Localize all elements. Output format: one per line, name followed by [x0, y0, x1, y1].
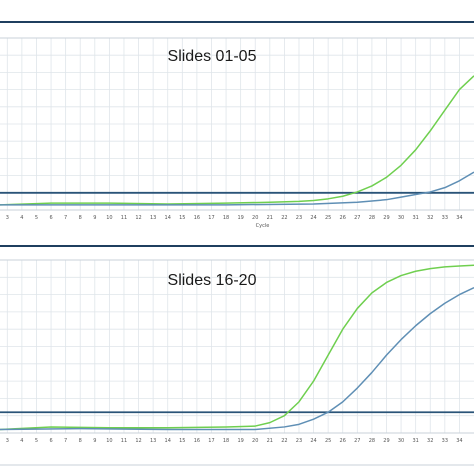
x-tick-label: 24	[310, 215, 316, 221]
x-tick-label: 26	[340, 215, 346, 221]
x-tick-label: 18	[223, 438, 229, 444]
x-tick-label: 4	[20, 438, 23, 444]
x-tick-label: 28	[369, 215, 375, 221]
x-tick-label: 26	[340, 438, 346, 444]
x-tick-label: 9	[93, 438, 96, 444]
x-axis-label: Cycle	[256, 223, 270, 229]
chart-title-top: Slides 01-05	[168, 48, 257, 65]
x-tick-label: 3	[6, 215, 9, 221]
x-tick-label: 14	[165, 438, 171, 444]
series-line-blue	[0, 287, 474, 431]
x-tick-label: 23	[296, 215, 302, 221]
x-tick-label: 29	[383, 438, 389, 444]
x-tick-label: 34	[456, 215, 462, 221]
x-tick-label: 6	[49, 438, 52, 444]
x-tick-label: 33	[442, 215, 448, 221]
x-tick-label: 21	[267, 438, 273, 444]
series-line-green	[0, 264, 474, 431]
x-tick-label: 31	[412, 438, 418, 444]
x-tick-label: 30	[398, 438, 404, 444]
x-tick-label: 8	[79, 438, 82, 444]
x-tick-label: 9	[93, 215, 96, 221]
x-tick-label: 29	[383, 215, 389, 221]
x-tick-label: 13	[150, 438, 156, 444]
amplification-plot-bottom: 3 4 5 6 7 8 9 10 11 12 13 14 15 16 17 18 19 20 21 22 23 24 25 2…	[0, 245, 474, 444]
x-tick-label: 17	[208, 215, 214, 221]
x-tick-label: 19	[237, 438, 243, 444]
x-tick-label: 28	[369, 438, 375, 444]
x-tick-label: 13	[150, 215, 156, 221]
x-tick-label: 4	[20, 215, 23, 221]
x-tick-label: 6	[49, 215, 52, 221]
x-tick-label: 21	[267, 215, 273, 221]
x-tick-label: 5	[35, 215, 38, 221]
x-tick-label: 20	[252, 438, 258, 444]
x-tick-label: 25	[325, 438, 331, 444]
x-tick-label: 20	[252, 215, 258, 221]
x-tick-label: 23	[296, 438, 302, 444]
x-tick-label: 3	[6, 438, 9, 444]
x-tick-label: 19	[237, 215, 243, 221]
x-tick-label: 14	[165, 215, 171, 221]
x-tick-label: 33	[442, 438, 448, 444]
x-tick-label: 12	[135, 438, 141, 444]
x-tick-label: 24	[310, 438, 316, 444]
grid-group	[0, 38, 474, 211]
x-tick-label: 31	[412, 215, 418, 221]
chart-title-bottom: Slides 16-20	[168, 272, 257, 289]
amplification-plot-top: 3 4 5 6 7 8 9 10 11 12 13 14 15 16 17 18 19 20 21 22 23 24 25 2…	[0, 21, 474, 229]
x-tick-label: 17	[208, 438, 214, 444]
x-tick-label: 16	[194, 438, 200, 444]
x-tick-label: 34	[456, 438, 462, 444]
x-tick-label: 7	[64, 215, 67, 221]
x-tick-label: 10	[106, 438, 112, 444]
x-tick-label: 32	[427, 438, 433, 444]
x-tick-label: 16	[194, 215, 200, 221]
grid-group	[0, 260, 474, 434]
x-tick-label: 10	[106, 215, 112, 221]
x-tick-label: 27	[354, 215, 360, 221]
x-tick-label: 8	[79, 215, 82, 221]
x-tick-label: 7	[64, 438, 67, 444]
series-line-green	[0, 75, 474, 206]
x-tick-label: 25	[325, 215, 331, 221]
x-tick-label: 15	[179, 215, 185, 221]
x-tick-label: 18	[223, 215, 229, 221]
series-line-blue	[0, 171, 474, 206]
x-tick-label: 30	[398, 215, 404, 221]
x-tick-label: 12	[135, 215, 141, 221]
x-tick-label: 22	[281, 215, 287, 221]
x-tick-label: 5	[35, 438, 38, 444]
x-tick-label: 11	[121, 215, 127, 221]
x-tick-label: 11	[121, 438, 127, 444]
x-tick-label: 22	[281, 438, 287, 444]
x-tick-label: 32	[427, 215, 433, 221]
x-tick-label: 15	[179, 438, 185, 444]
x-tick-label: 27	[354, 438, 360, 444]
